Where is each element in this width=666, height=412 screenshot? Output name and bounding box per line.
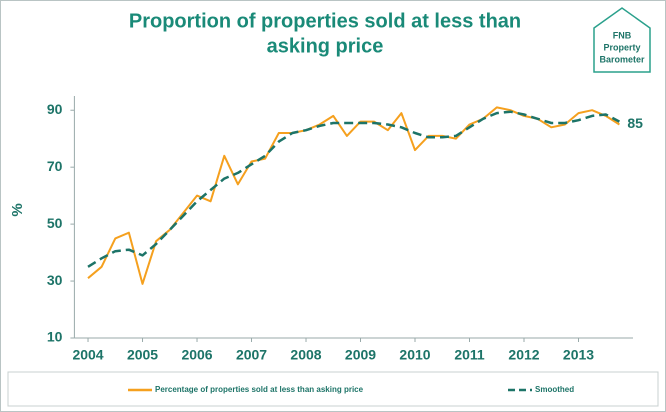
x-tick-label: 2009 (345, 347, 376, 363)
y-tick-label: 70 (47, 158, 63, 174)
y-tick-label: 50 (47, 215, 63, 231)
x-tick-label: 2006 (181, 347, 212, 363)
legend-label: Percentage of properties sold at less th… (155, 385, 364, 394)
x-tick-label: 2004 (72, 347, 103, 363)
chart-title: Proportion of properties sold at less th… (129, 10, 521, 32)
y-tick-label: 30 (47, 272, 63, 288)
x-tick-label: 2013 (563, 347, 594, 363)
x-tick-label: 2010 (399, 347, 430, 363)
x-tick-label: 2011 (454, 347, 485, 363)
x-tick-label: 2008 (290, 347, 321, 363)
end-annotation: 85 (627, 115, 643, 131)
series-line (87, 106, 620, 285)
legend-label: Smoothed (535, 385, 574, 394)
logo-text: Barometer (599, 54, 645, 64)
y-tick-label: 90 (47, 101, 63, 117)
x-tick-label: 2007 (236, 347, 267, 363)
x-tick-label: 2005 (127, 347, 158, 363)
chart-title: asking price (267, 35, 384, 57)
logo-text: Property (603, 42, 640, 52)
x-tick-label: 2012 (508, 347, 539, 363)
y-tick-label: 10 (47, 329, 63, 345)
logo-house (593, 7, 651, 73)
y-axis-label: % (9, 203, 26, 216)
logo-text: FNB (613, 30, 632, 40)
logo: FNB Property Barometer (593, 7, 651, 73)
legend-frame (7, 371, 659, 407)
